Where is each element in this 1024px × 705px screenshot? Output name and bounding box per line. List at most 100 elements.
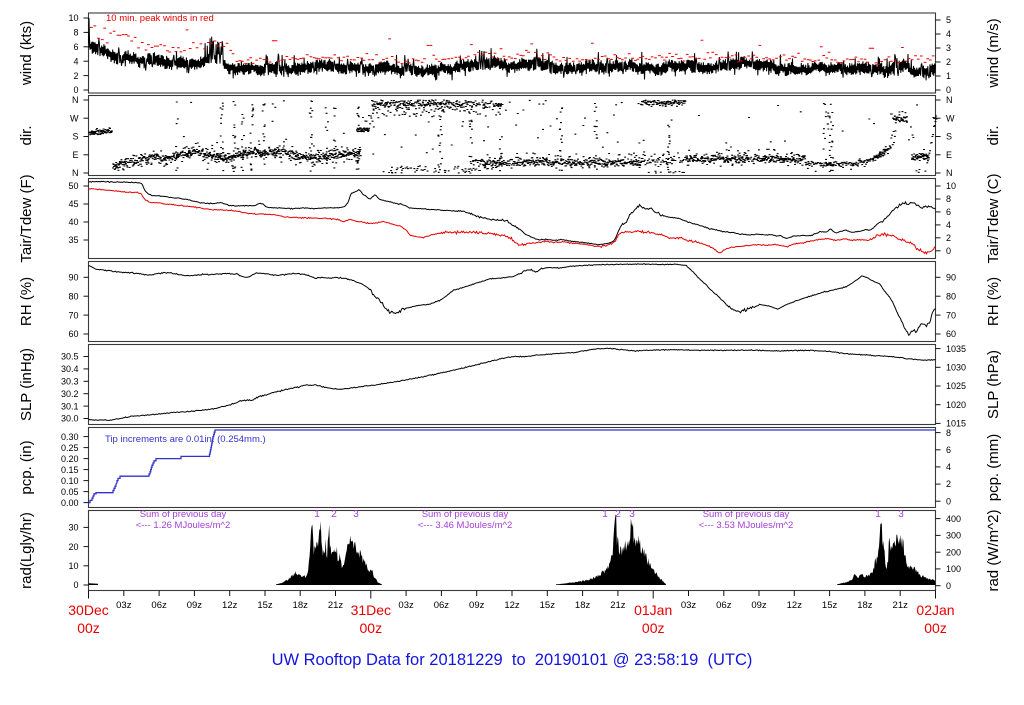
svg-text:SLP (inHg): SLP (inHg) bbox=[18, 348, 35, 421]
svg-text:6: 6 bbox=[73, 42, 78, 52]
svg-text:RH (%): RH (%) bbox=[18, 277, 35, 326]
svg-text:20: 20 bbox=[68, 542, 78, 552]
svg-text:00z: 00z bbox=[360, 620, 383, 636]
svg-text:3: 3 bbox=[629, 509, 635, 520]
svg-text:pcp. (mm): pcp. (mm) bbox=[985, 434, 1002, 502]
svg-text:rad (W/m^2): rad (W/m^2) bbox=[985, 509, 1002, 591]
svg-text:30.5: 30.5 bbox=[61, 352, 79, 362]
svg-text:0.30: 0.30 bbox=[61, 432, 79, 442]
svg-text:1020: 1020 bbox=[946, 400, 966, 410]
svg-text:35: 35 bbox=[68, 235, 78, 245]
svg-text:03z: 03z bbox=[116, 600, 132, 611]
svg-text:80: 80 bbox=[68, 291, 78, 301]
svg-text:<--- 3.46 MJoules/m^2: <--- 3.46 MJoules/m^2 bbox=[418, 520, 512, 531]
svg-text:21z: 21z bbox=[610, 600, 626, 611]
svg-text:00z: 00z bbox=[924, 620, 947, 636]
svg-text:wind (m/s): wind (m/s) bbox=[985, 18, 1002, 88]
svg-text:2: 2 bbox=[615, 509, 621, 520]
svg-text:21z: 21z bbox=[893, 600, 909, 611]
svg-text:2: 2 bbox=[946, 479, 951, 489]
svg-text:00z: 00z bbox=[642, 620, 665, 636]
svg-text:12z: 12z bbox=[222, 600, 238, 611]
svg-text:0: 0 bbox=[73, 580, 78, 590]
svg-text:15z: 15z bbox=[540, 600, 556, 611]
svg-text:8: 8 bbox=[946, 194, 951, 204]
svg-text:400: 400 bbox=[946, 514, 961, 524]
svg-text:0.20: 0.20 bbox=[61, 454, 79, 464]
svg-text:15z: 15z bbox=[822, 600, 838, 611]
svg-text:Tair/Tdew (C): Tair/Tdew (C) bbox=[985, 173, 1002, 263]
svg-text:10 min. peak winds in red: 10 min. peak winds in red bbox=[106, 13, 214, 24]
svg-text:wind (kts): wind (kts) bbox=[18, 21, 35, 86]
svg-text:N: N bbox=[946, 95, 953, 105]
svg-text:RH (%): RH (%) bbox=[985, 277, 1002, 326]
svg-text:Tip increments are 0.01in. (0.: Tip increments are 0.01in. (0.254mm.) bbox=[105, 434, 266, 445]
svg-text:rad(Lgly/hr): rad(Lgly/hr) bbox=[18, 512, 35, 589]
svg-text:6: 6 bbox=[946, 445, 951, 455]
svg-text:09z: 09z bbox=[187, 600, 203, 611]
svg-text:18z: 18z bbox=[857, 600, 873, 611]
svg-text:0.15: 0.15 bbox=[61, 465, 79, 475]
svg-text:21z: 21z bbox=[328, 600, 344, 611]
svg-text:40: 40 bbox=[68, 217, 78, 227]
svg-text:0.05: 0.05 bbox=[61, 487, 79, 497]
svg-text:70: 70 bbox=[68, 310, 78, 320]
svg-text:4: 4 bbox=[946, 220, 951, 230]
svg-text:1015: 1015 bbox=[946, 419, 966, 429]
svg-text:3: 3 bbox=[898, 509, 904, 520]
svg-text:90: 90 bbox=[68, 273, 78, 283]
svg-text:09z: 09z bbox=[751, 600, 767, 611]
svg-text:0.10: 0.10 bbox=[61, 476, 79, 486]
svg-text:09z: 09z bbox=[469, 600, 485, 611]
svg-text:E: E bbox=[72, 150, 78, 160]
svg-text:4: 4 bbox=[946, 29, 951, 39]
svg-text:W: W bbox=[946, 114, 955, 124]
svg-text:E: E bbox=[946, 150, 952, 160]
svg-text:dir.: dir. bbox=[18, 125, 35, 145]
svg-text:1: 1 bbox=[602, 509, 608, 520]
svg-text:0: 0 bbox=[946, 496, 951, 506]
svg-text:2: 2 bbox=[331, 509, 337, 520]
svg-text:Tair/Tdew (F): Tair/Tdew (F) bbox=[18, 174, 35, 262]
svg-text:2: 2 bbox=[73, 71, 78, 81]
svg-text:N: N bbox=[946, 168, 953, 178]
svg-text:S: S bbox=[946, 132, 952, 142]
svg-text:30Dec: 30Dec bbox=[68, 602, 108, 618]
svg-text:12z: 12z bbox=[504, 600, 520, 611]
svg-text:N: N bbox=[72, 168, 79, 178]
svg-text:5: 5 bbox=[946, 15, 951, 25]
svg-text:S: S bbox=[72, 132, 78, 142]
svg-text:03z: 03z bbox=[398, 600, 414, 611]
svg-text:18z: 18z bbox=[575, 600, 591, 611]
svg-text:15z: 15z bbox=[257, 600, 273, 611]
svg-text:Sum of previous day: Sum of previous day bbox=[422, 509, 509, 520]
svg-text:2: 2 bbox=[946, 233, 951, 243]
svg-text:N: N bbox=[72, 95, 79, 105]
svg-text:00z: 00z bbox=[77, 620, 100, 636]
svg-text:90: 90 bbox=[946, 273, 956, 283]
svg-text:30.3: 30.3 bbox=[61, 377, 79, 387]
svg-text:10: 10 bbox=[68, 13, 78, 23]
svg-text:1: 1 bbox=[946, 71, 951, 81]
svg-text:<--- 3.53 MJoules/m^2: <--- 3.53 MJoules/m^2 bbox=[699, 520, 793, 531]
svg-text:1: 1 bbox=[875, 509, 881, 520]
svg-text:03z: 03z bbox=[681, 600, 697, 611]
svg-text:W: W bbox=[70, 114, 79, 124]
svg-text:60: 60 bbox=[68, 329, 78, 339]
svg-text:30: 30 bbox=[68, 523, 78, 533]
svg-text:SLP (hPa): SLP (hPa) bbox=[985, 350, 1002, 419]
svg-text:06z: 06z bbox=[434, 600, 450, 611]
svg-text:06z: 06z bbox=[716, 600, 732, 611]
svg-text:50: 50 bbox=[68, 181, 78, 191]
svg-text:12z: 12z bbox=[787, 600, 803, 611]
svg-text:60: 60 bbox=[946, 329, 956, 339]
svg-text:01Jan: 01Jan bbox=[634, 602, 672, 618]
svg-text:100: 100 bbox=[946, 564, 961, 574]
svg-text:UW Rooftop Data for 20181229: UW Rooftop Data for 20181229 to 20190101… bbox=[272, 651, 753, 669]
svg-text:0.25: 0.25 bbox=[61, 443, 79, 453]
svg-text:30.4: 30.4 bbox=[61, 364, 79, 374]
svg-text:45: 45 bbox=[68, 199, 78, 209]
svg-text:6: 6 bbox=[946, 207, 951, 217]
svg-text:0: 0 bbox=[946, 85, 951, 95]
svg-text:<--- 1.26 MJoules/m^2: <--- 1.26 MJoules/m^2 bbox=[136, 520, 230, 531]
